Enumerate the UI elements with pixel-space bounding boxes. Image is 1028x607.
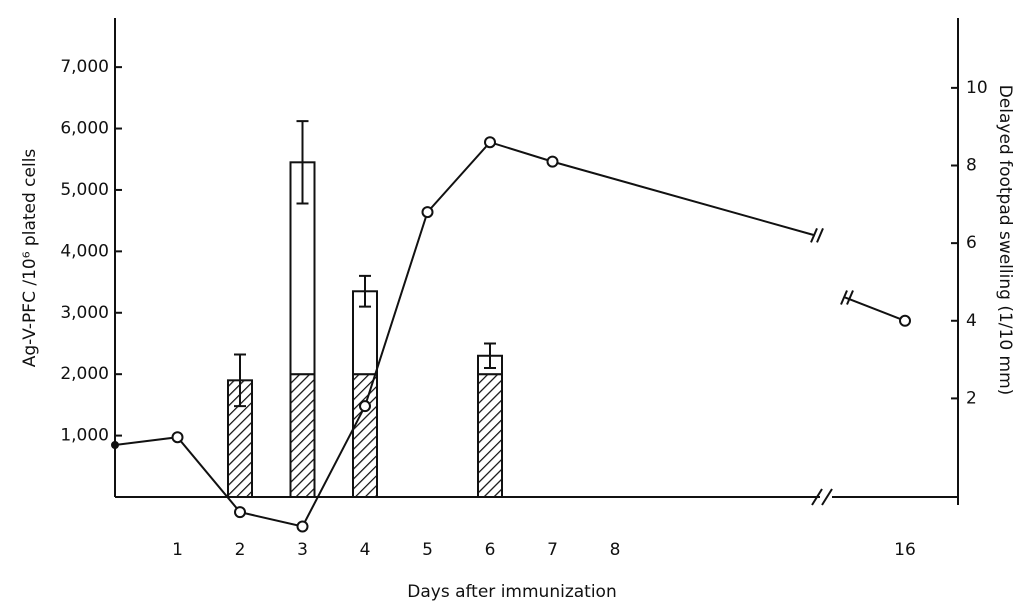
point [421,206,434,219]
x-tick-label: 3 [297,540,308,560]
x-tick-label: 16 [894,540,916,560]
y-tick-label: 7,000 [60,57,109,77]
x-tick-label: 2 [235,540,246,560]
x-tick-label: 1 [172,540,183,560]
y-tick-label: 4,000 [60,241,109,261]
point [111,440,119,449]
point [899,314,911,327]
y2-tick-label: 10 [966,78,988,98]
y-tick-label: 6,000 [60,119,109,139]
x-tick-label: 4 [360,540,371,560]
point [234,506,246,519]
y-tick-label: 1,000 [60,426,109,446]
y-tick-label: 3,000 [60,303,109,323]
axis-break [811,488,823,506]
y2-axis-label: Delayed footpad swelling (1/10 mm) [995,85,1015,396]
error-bar [234,353,246,408]
point [171,431,184,444]
break-mark [810,227,824,243]
x-tick-label: 5 [422,540,433,560]
point [546,155,559,168]
point [484,136,496,149]
y-axis-label: Ag-V-PFC /10⁶ plated cells [20,149,40,368]
y2-tick-label: 2 [966,388,977,408]
x-axis-label: Days after immunization [407,582,616,602]
point [359,400,371,413]
bar-segment [289,373,316,498]
x-tick-label: 8 [610,540,621,560]
error-bar [296,120,309,205]
y2-tick-label: 6 [966,233,977,253]
bar-segment [352,373,378,498]
y-tick-label: 2,000 [60,364,109,384]
error-bar [359,274,371,308]
y2-tick-label: 4 [966,311,977,331]
y2-tick-label: 8 [966,156,977,176]
error-bar [484,342,496,370]
x-tick-label: 6 [485,540,496,560]
bar-segment [477,373,503,498]
x-tick-label: 7 [547,540,558,560]
axis-break [821,488,833,506]
break-mark [840,290,854,305]
y-tick-label: 5,000 [60,180,109,200]
point [296,520,309,533]
